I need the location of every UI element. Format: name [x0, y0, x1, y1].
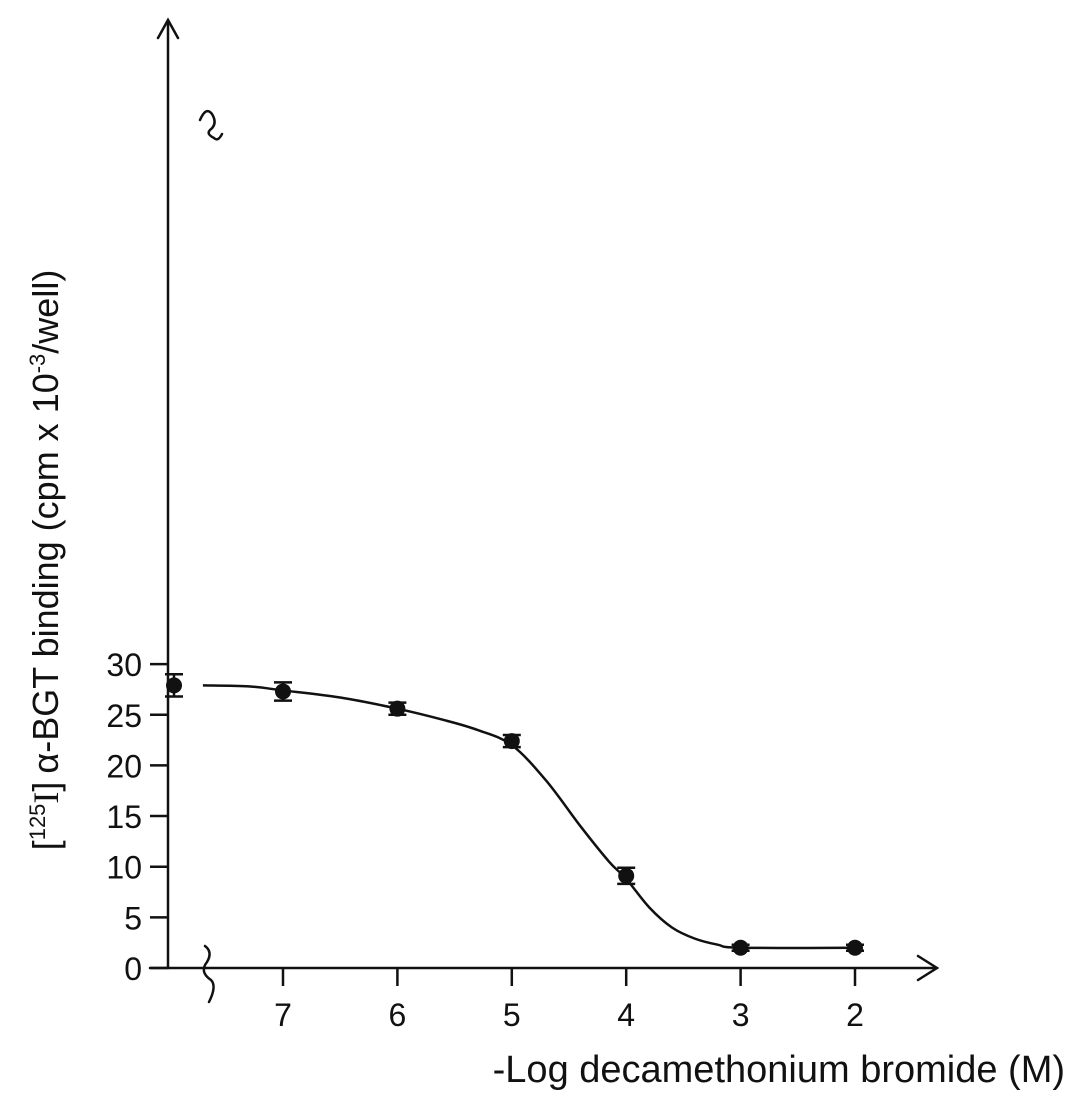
x-tick-label: 5: [503, 997, 521, 1033]
x-tick-label: 2: [846, 997, 864, 1033]
y-label-units-prefix: (cpm x 10: [25, 373, 66, 531]
x-axis-arrow: [916, 954, 940, 982]
data-marker: [847, 939, 863, 956]
x-axis-label: -Log decamethonium bromide (M): [493, 1049, 1065, 1091]
data-marker: [275, 683, 291, 700]
data-marker: [389, 700, 406, 717]
data-point: [846, 939, 864, 956]
data-point: [274, 681, 292, 702]
data-point: [388, 700, 407, 717]
y-tick-label: 25: [106, 698, 142, 734]
y-label-bracket-open: [: [25, 840, 66, 850]
y-label-name: α-BGT binding: [25, 541, 66, 773]
x-tick-label: 3: [732, 997, 750, 1033]
fit-curve: [202, 684, 856, 950]
y-axis-arrow: [156, 17, 180, 40]
data-points: [165, 672, 864, 956]
y-tick-label: 10: [106, 850, 142, 886]
y-axis-ticks: 0 5 10 15 20 25 30: [106, 647, 168, 987]
data-marker: [166, 677, 182, 694]
y-label-element: I: [26, 792, 66, 804]
x-tick-label: 4: [617, 997, 635, 1033]
fit-curve-group: [202, 684, 856, 950]
x-axis-break-mark: [202, 944, 215, 1004]
y-tick-label: 20: [106, 748, 142, 784]
data-point: [502, 733, 521, 750]
y-label-units-exponent: -3: [25, 354, 50, 374]
data-marker: [503, 733, 520, 750]
data-point: [617, 866, 636, 886]
x-tick-label: 6: [389, 997, 407, 1033]
x-axis-ticks: 7 6 5 4 3 2: [274, 968, 864, 1033]
data-point: [731, 939, 750, 956]
y-label-bracket-close: ]: [25, 782, 66, 792]
data-point: [165, 672, 183, 698]
y-tick-label: 15: [106, 799, 142, 835]
data-marker: [732, 939, 749, 956]
y-tick-label: 30: [106, 647, 142, 683]
y-label-units-suffix: /well): [25, 270, 66, 354]
y-axis-break-mark: [198, 109, 224, 141]
y-label-isotope-mass: 125: [25, 804, 50, 841]
axes: [148, 17, 940, 1004]
y-tick-label: 0: [124, 951, 142, 987]
y-axis-label: [125I] α-BGT binding (cpm x 10-3/well): [25, 270, 66, 851]
x-tick-label: 7: [274, 997, 292, 1033]
data-marker: [618, 867, 635, 884]
y-tick-label: 5: [124, 900, 142, 936]
